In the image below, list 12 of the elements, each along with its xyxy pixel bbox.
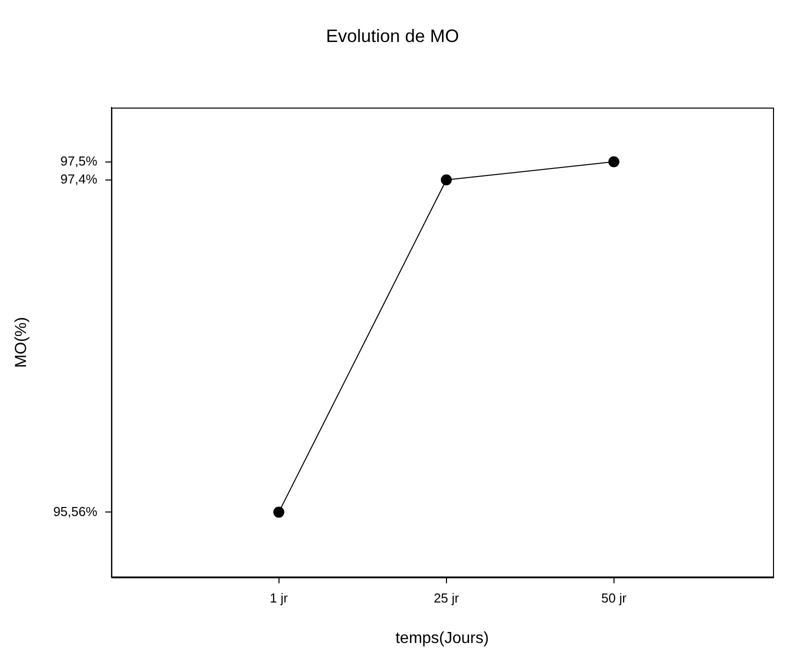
point: [608, 156, 620, 168]
x-tick-label: 25 jr: [434, 590, 460, 606]
point: [440, 174, 452, 186]
y-tick-label: 97,4%: [60, 171, 98, 186]
x-tick-label: 50 jr: [601, 590, 628, 606]
y-tick-label: 95,56%: [53, 504, 98, 519]
chart-title: Evolution de MO: [326, 26, 460, 46]
y-axis-title: MO(%): [13, 317, 30, 368]
point: [273, 506, 284, 518]
y-tick-label: 97,5%: [60, 153, 98, 168]
x-tick-label: 1 jr: [270, 590, 289, 606]
x-axis-title: temps(Jours): [395, 630, 489, 647]
